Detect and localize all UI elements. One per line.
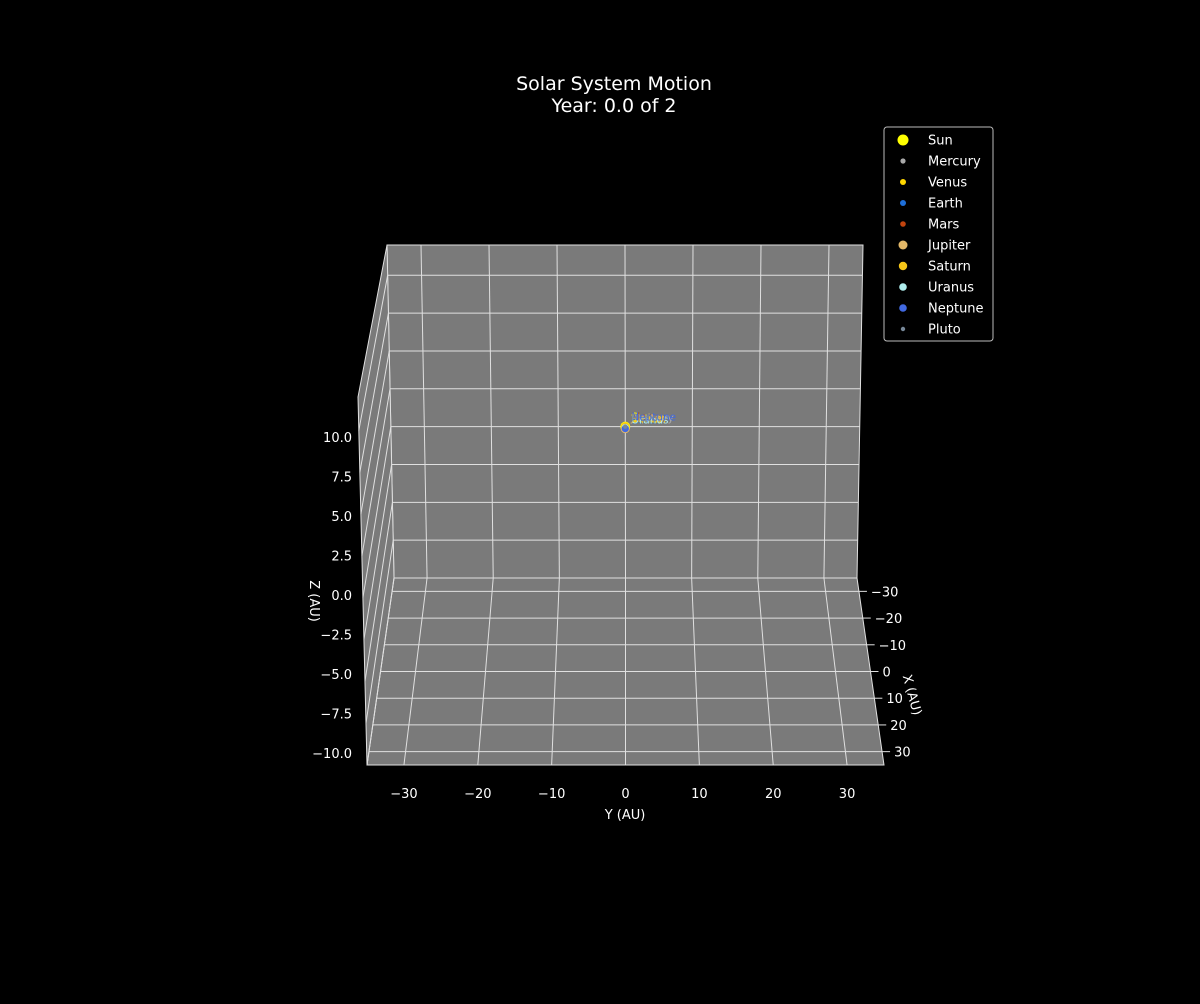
- y-tick-label: −30: [390, 787, 417, 802]
- legend-marker-saturn: [898, 261, 908, 271]
- y-tick-label: 30: [839, 787, 856, 802]
- legend-label-venus: Venus: [928, 176, 967, 191]
- legend-marker-pluto: [900, 326, 906, 332]
- tick-labels: −30 −20 −10 0 10 20 30 −10.0 −7.5 −5.0 −2.5 0.0 2.5 5…: [312, 431, 910, 802]
- z-tick-label: 10.0: [323, 431, 352, 446]
- grid-line-side-z: [362, 426, 392, 598]
- z-tick-label: 7.5: [331, 471, 352, 486]
- planet-label-earth: Earth: [631, 415, 659, 427]
- x-tick-label: −30: [871, 585, 898, 600]
- grid-lines: [358, 244, 883, 766]
- legend-marker-uranus: [899, 283, 907, 291]
- z-tick-label: 5.0: [331, 510, 352, 525]
- legend-marker-mercury: [900, 158, 906, 164]
- grid-line-back-y: [757, 244, 762, 579]
- grid-line-back-y: [488, 244, 494, 579]
- legend-marker-mars: [900, 221, 906, 227]
- legend-label-jupiter: Jupiter: [927, 239, 971, 254]
- y-tick-label: 0: [621, 787, 629, 802]
- planet-labels: SunMercuryVenusEarthMarsJupiterSaturnUra…: [630, 412, 676, 427]
- legend-label-sun: Sun: [928, 134, 953, 149]
- legend-marker-venus: [900, 179, 906, 185]
- tick-marks: [858, 590, 891, 753]
- y-tick-label: −20: [464, 787, 491, 802]
- grid-line-side-z: [364, 502, 393, 682]
- planet-label-pluto: Pluto: [631, 413, 657, 425]
- grid-line-back-y: [691, 244, 694, 579]
- x-tick-label: −20: [875, 612, 902, 627]
- x-tick-label: 0: [883, 666, 891, 681]
- z-tick-label: −2.5: [320, 629, 352, 644]
- grid-line-back-y: [556, 244, 560, 579]
- legend-box: [883, 126, 994, 342]
- planet-points: [620, 421, 631, 434]
- legend-marker-earth: [900, 200, 906, 206]
- planet-label-venus: Venus: [631, 414, 663, 426]
- legend-marker-neptune: [899, 304, 907, 312]
- z-tick-label: 2.5: [331, 550, 352, 565]
- grid-line-side-z: [365, 540, 394, 724]
- legend: Sun Mercury Venus Earth Mars Jupiter Saturn Ura…: [883, 126, 994, 342]
- y-tick-label: −10: [538, 787, 565, 802]
- legend-marker-sun: [897, 134, 909, 146]
- planet-label-mars: Mars: [631, 412, 656, 424]
- legend-label-pluto: Pluto: [928, 323, 961, 338]
- grid-line-side-z: [360, 350, 390, 515]
- z-tick-label: −10.0: [312, 747, 352, 762]
- chart-title: Solar System Motion: [516, 73, 712, 95]
- y-axis-label: Y (AU): [604, 808, 646, 823]
- y-tick-label: 20: [765, 787, 782, 802]
- grid-line-side-z: [363, 464, 393, 640]
- legend-label-mercury: Mercury: [928, 155, 981, 170]
- planet-label-uranus: Uranus: [631, 415, 668, 427]
- legend-label-saturn: Saturn: [928, 260, 971, 275]
- grid-line-back-y: [624, 244, 626, 579]
- grid-line-side-z: [359, 313, 389, 473]
- z-tick-label: 0.0: [331, 589, 352, 604]
- z-tick-label: −5.0: [320, 668, 352, 683]
- planet-point-pluto: [623, 424, 628, 429]
- planet-label-neptune: Neptune: [631, 412, 676, 424]
- legend-items: Sun Mercury Venus Earth Mars Jupiter Saturn Ura…: [897, 134, 984, 338]
- grid-line-side-z: [358, 275, 389, 431]
- z-axis-label: Z (AU): [306, 580, 321, 622]
- legend-label-neptune: Neptune: [928, 302, 984, 317]
- y-tick-label: 10: [691, 787, 708, 802]
- legend-label-uranus: Uranus: [928, 281, 974, 296]
- z-tick-label: −7.5: [320, 708, 352, 723]
- x-tick-label: 30: [894, 746, 911, 761]
- x-tick-label: 20: [890, 719, 907, 734]
- chart-subtitle: Year: 0.0 of 2: [550, 95, 676, 117]
- planet-label-jupiter: Jupiter: [630, 413, 666, 425]
- legend-label-earth: Earth: [928, 197, 963, 212]
- grid-line-back-y: [823, 244, 830, 579]
- planet-label-sun: Sun: [631, 412, 651, 424]
- x-tick-label: 10: [886, 692, 903, 707]
- legend-label-mars: Mars: [928, 218, 960, 233]
- planet-label-saturn: Saturn: [631, 414, 666, 426]
- grid-line-side-z: [361, 388, 391, 556]
- legend-marker-jupiter: [898, 240, 908, 250]
- x-tick-label: −10: [879, 639, 906, 654]
- grid-line-back-y: [420, 244, 428, 579]
- planet-label-mercury: Mercury: [631, 413, 674, 425]
